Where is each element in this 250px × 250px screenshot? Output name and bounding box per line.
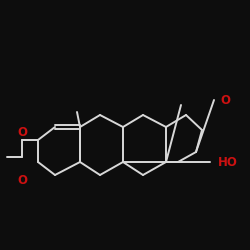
Text: O: O	[17, 126, 27, 140]
Text: O: O	[17, 174, 27, 186]
Text: HO: HO	[218, 156, 238, 168]
Text: O: O	[220, 94, 230, 106]
